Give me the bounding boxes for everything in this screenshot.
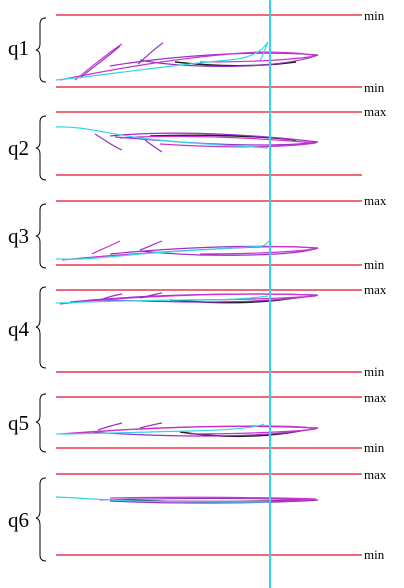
q4-trace-purple-branch-b — [139, 292, 163, 299]
q1-trace-magenta-loop — [59, 51, 317, 81]
q2-trace-magenta-loop — [119, 135, 317, 148]
q3-trace-cyan — [55, 239, 271, 260]
q3-trace-purple-loop — [109, 245, 319, 256]
q5-lower-limit-label: min — [364, 440, 385, 455]
q1-trajectories — [55, 41, 319, 81]
q5-trajectories — [55, 422, 319, 438]
q4-lower-limit-label: min — [364, 364, 385, 379]
q2-trace-cyan — [55, 126, 269, 149]
panel-q3: max min q3 — [8, 193, 387, 272]
q6-lower-limit-label: min — [364, 547, 385, 562]
q4-trace-magenta-loop — [59, 293, 317, 305]
q3-trace-purple-branch-b — [139, 240, 163, 251]
panel-q2: max q2 — [8, 104, 387, 181]
q2-curly-brace-icon — [35, 115, 47, 181]
q4-upper-limit-label: max — [364, 282, 387, 297]
q5-trace-purple-branch-a — [97, 422, 123, 431]
q5-trace-cyan — [55, 423, 265, 435]
q4-trajectories — [55, 292, 319, 305]
panel-q4: max min q4 — [8, 282, 387, 379]
q5-trace-purple-branch-b — [139, 422, 163, 429]
q3-lower-limit-label: min — [364, 257, 385, 272]
q5-upper-limit-label: max — [364, 390, 387, 405]
q4-trace-purple-branch-a — [99, 293, 123, 301]
q4-trace-cyan — [55, 295, 269, 304]
q1-axis-label: q1 — [8, 36, 29, 60]
q1-trace-cyan — [55, 41, 269, 81]
q3-trace-magenta-branch-a — [91, 240, 121, 255]
q2-axis-label: q2 — [8, 136, 29, 160]
q3-curly-brace-icon — [35, 203, 47, 269]
q2-trajectories — [55, 126, 319, 153]
q3-axis-label: q3 — [8, 224, 29, 248]
panel-q1: min min q1 — [8, 8, 385, 95]
q1-lower-limit-label: min — [364, 80, 385, 95]
q2-trace-purple-branch-b — [144, 139, 163, 153]
q5-axis-label: q5 — [8, 411, 29, 435]
q3-trajectories — [55, 239, 319, 261]
q1-trace-purple-branch-a — [79, 45, 121, 79]
panel-q6: max min q6 — [8, 467, 387, 562]
q6-upper-limit-label: max — [364, 467, 387, 482]
q5-curly-brace-icon — [35, 393, 47, 453]
q6-curly-brace-icon — [35, 477, 47, 562]
q2-upper-limit-label: max — [364, 104, 387, 119]
q1-trace-purple-loop — [109, 52, 319, 67]
q6-trajectories — [55, 496, 319, 504]
q4-curly-brace-icon — [35, 286, 47, 369]
q3-trace-magenta-loop — [61, 246, 317, 261]
q2-trace-purple-branch-a — [94, 133, 123, 151]
q6-trace-cyan — [55, 496, 269, 503]
q5-trace-magenta-loop — [59, 425, 317, 435]
q1-curly-brace-icon — [35, 17, 47, 83]
q1-trace-purple-branch-b — [137, 42, 164, 65]
q3-upper-limit-label: max — [364, 193, 387, 208]
q6-axis-label: q6 — [8, 508, 29, 532]
panel-q5: max min q5 — [8, 390, 387, 455]
q1-upper-limit-label: min — [364, 8, 385, 23]
q4-axis-label: q4 — [8, 317, 30, 341]
q6-trace-purple-loop — [99, 497, 319, 504]
